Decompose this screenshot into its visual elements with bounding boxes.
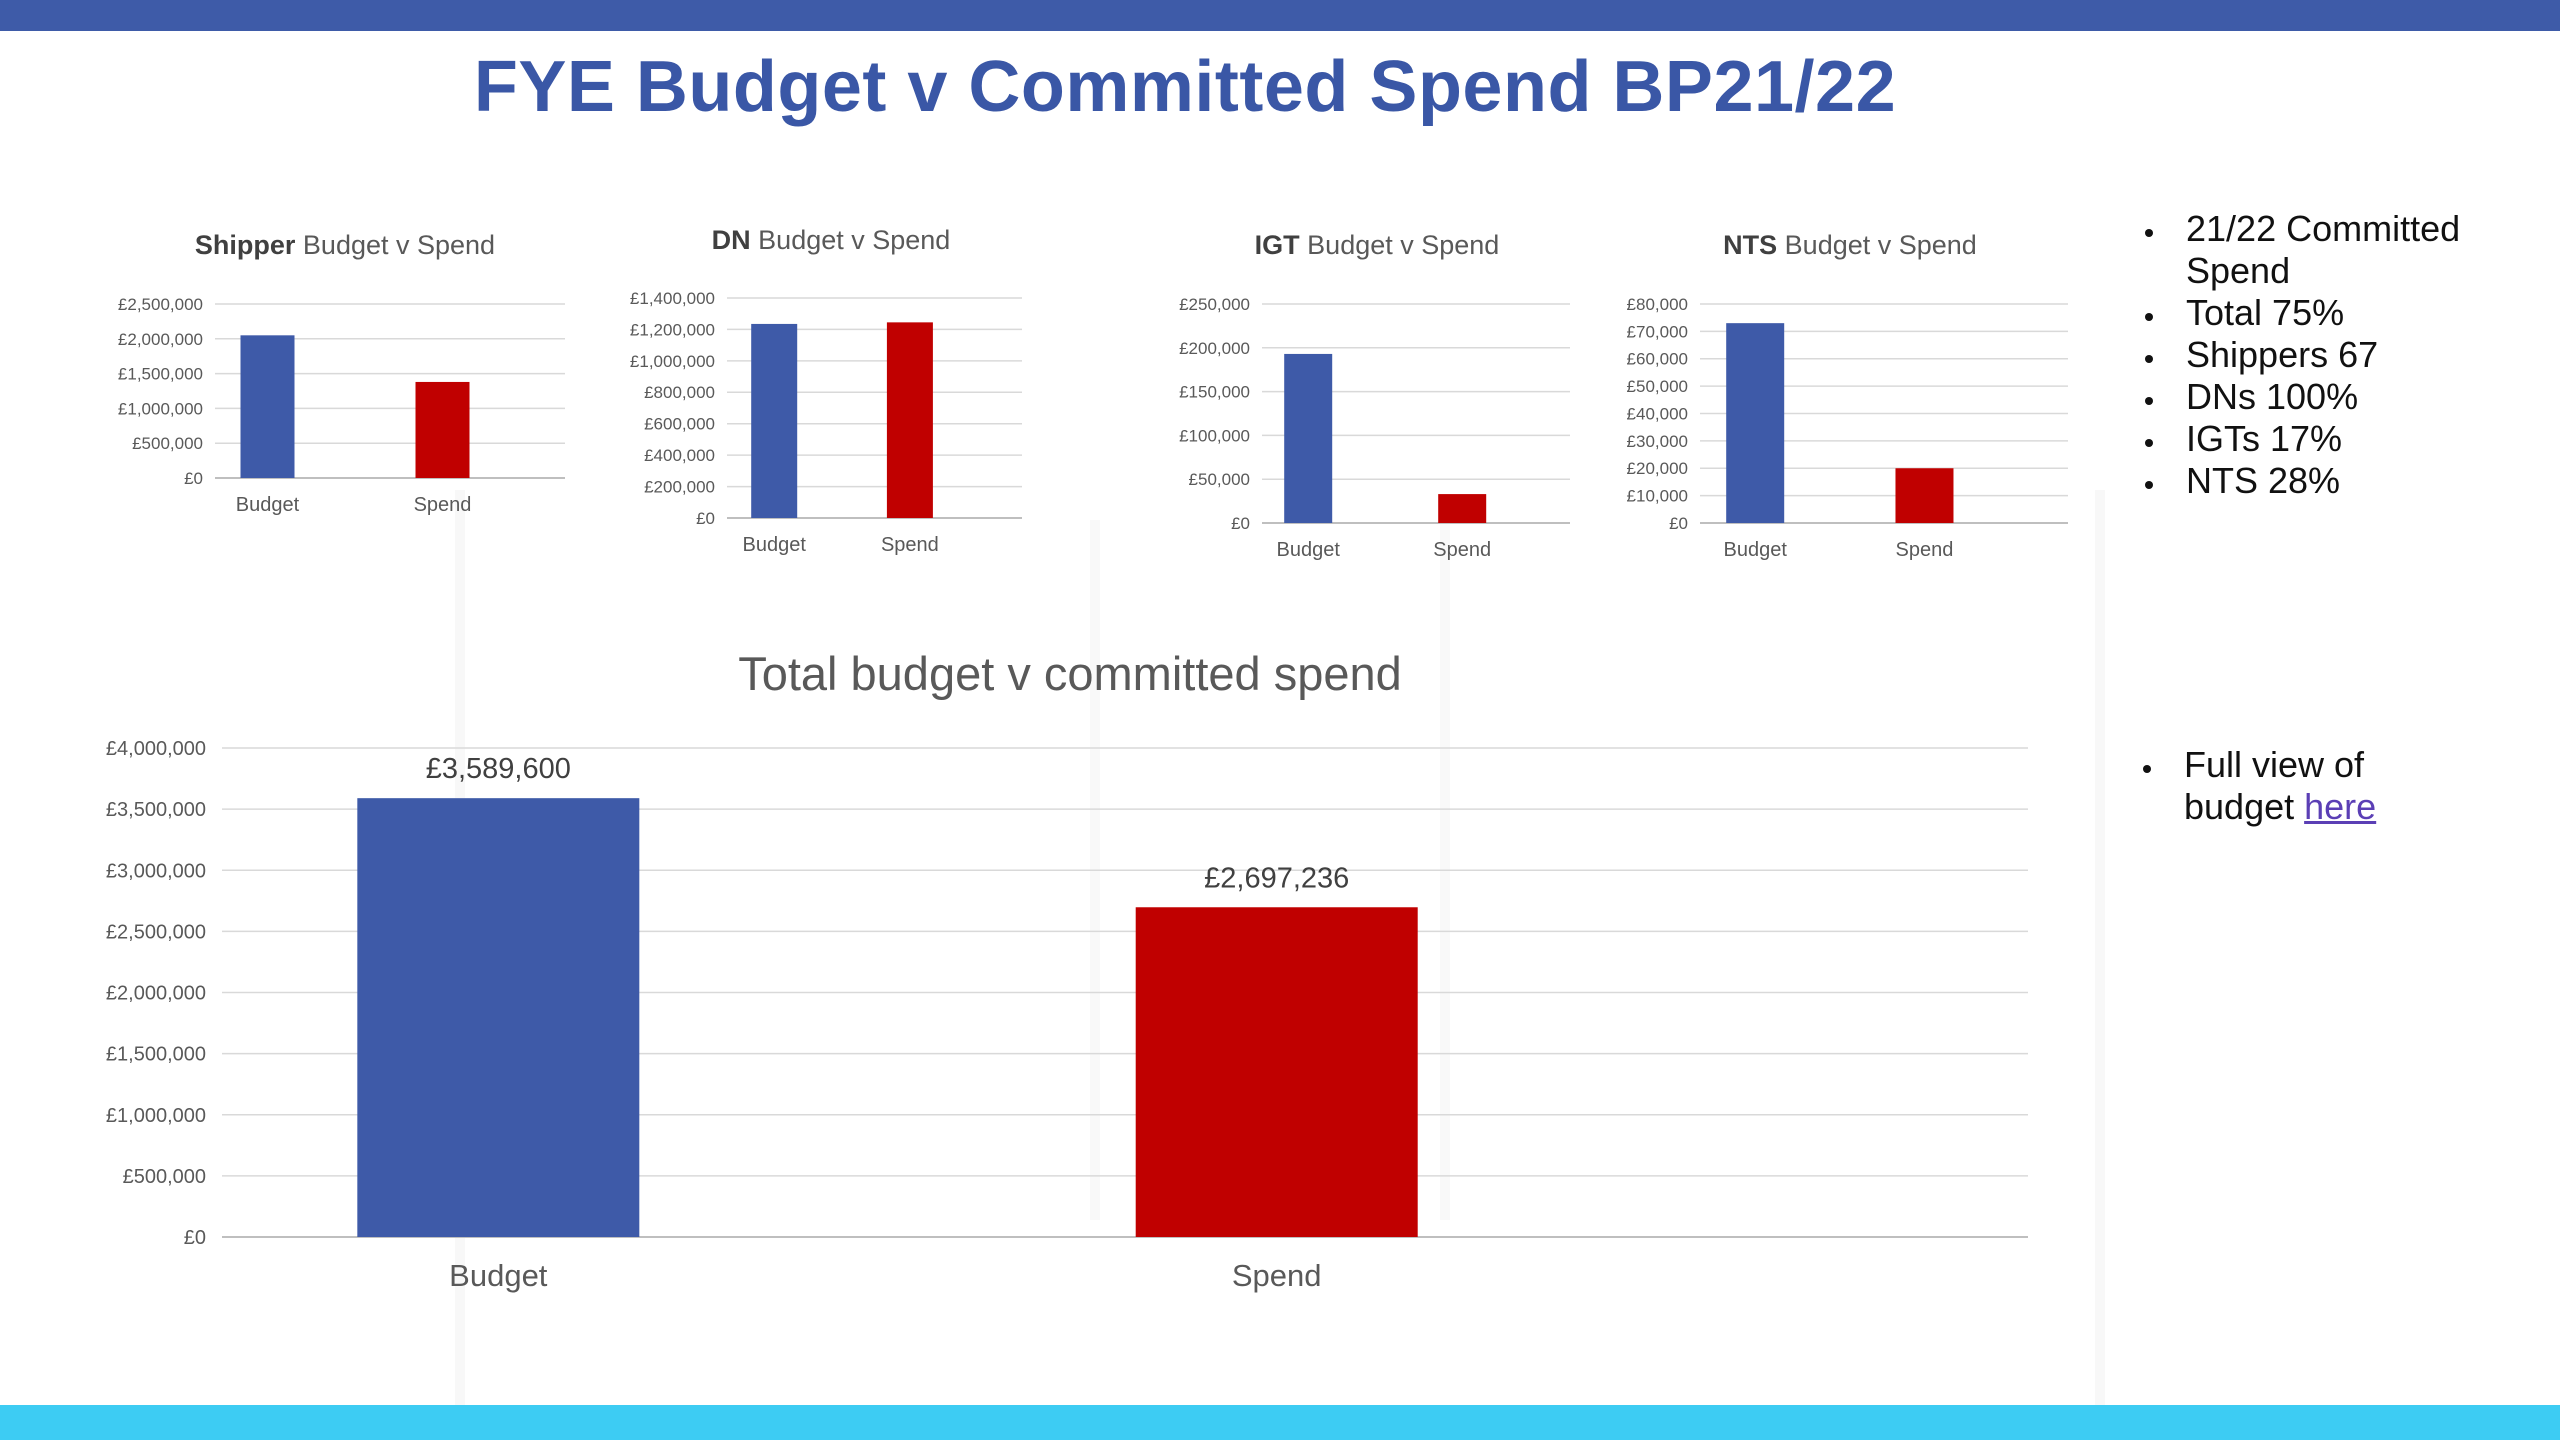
igt-y-tick-label: £100,000 (1179, 426, 1250, 445)
nts-bar-spend (1895, 468, 1954, 523)
nts-y-tick-label: £70,000 (1627, 322, 1688, 341)
total-bar-budget (357, 798, 640, 1237)
nts-y-tick-label: £40,000 (1627, 404, 1688, 423)
dn-y-tick-label: £1,000,000 (630, 352, 715, 371)
igt-chart-title-bold: IGT (1255, 230, 1301, 260)
total-data-label: £2,697,236 (1204, 862, 1349, 894)
shipper-chart-title: Shipper Budget v Spend (195, 230, 495, 260)
dn-y-tick-label: £0 (696, 509, 715, 528)
igt-x-category-label: Budget (1277, 539, 1341, 561)
shipper-y-tick-label: £500,000 (132, 434, 203, 453)
igt-x-category-label: Spend (1433, 539, 1491, 561)
nts-x-category-label: Budget (1724, 539, 1788, 561)
summary-bullet: Total 75% (2168, 292, 2540, 334)
dn-bar-budget (751, 323, 798, 518)
nts-y-tick-label: £80,000 (1627, 295, 1688, 314)
dn-y-tick-label: £600,000 (644, 415, 715, 434)
budget-link-bullets: Full view of budget here (2118, 744, 2418, 828)
dn-y-tick-label: £400,000 (644, 446, 715, 465)
igt-y-tick-label: £0 (1231, 514, 1250, 533)
total-y-tick-label: £2,500,000 (106, 921, 206, 943)
shipper-x-category-label: Spend (414, 494, 472, 516)
dn-chart-title-bold: DN (712, 225, 751, 255)
nts-chart-title-text: Budget v Spend (1777, 230, 1977, 260)
slide-title: FYE Budget v Committed Spend BP21/22 (473, 47, 1897, 127)
shipper-y-tick-label: £2,500,000 (118, 295, 203, 314)
summary-bullet: NTS 28% (2168, 460, 2540, 502)
shipper-bar-budget (240, 335, 295, 478)
dn-y-tick-label: £800,000 (644, 383, 715, 402)
shipper-x-category-label: Budget (236, 494, 300, 516)
total-y-tick-label: £1,500,000 (106, 1044, 206, 1066)
dn-x-category-label: Spend (881, 534, 939, 556)
nts-y-tick-label: £30,000 (1627, 432, 1688, 451)
summary-bullet: IGTs 17% (2168, 418, 2540, 460)
bottom-accent-bar (0, 1405, 2560, 1440)
total-data-label: £3,589,600 (426, 753, 571, 785)
nts-x-category-label: Spend (1896, 539, 1954, 561)
igt-y-tick-label: £50,000 (1189, 470, 1250, 489)
total-x-category-label: Spend (1232, 1258, 1322, 1293)
summary-bullet: 21/22 Committed Spend (2168, 208, 2540, 292)
dn-y-tick-label: £1,200,000 (630, 320, 715, 339)
nts-y-tick-label: £0 (1669, 514, 1688, 533)
full-view-text: Full view of budget (2184, 744, 2365, 827)
total-bar-spend (1135, 907, 1418, 1237)
budget-link[interactable]: here (2304, 786, 2377, 827)
total-y-tick-label: £3,000,000 (106, 860, 206, 882)
shipper-y-tick-label: £1,000,000 (118, 399, 203, 418)
nts-y-tick-label: £50,000 (1627, 377, 1688, 396)
total-chart-title-text: Total budget v committed spend (738, 647, 1402, 700)
total-y-tick-label: £0 (184, 1227, 206, 1249)
total-y-tick-label: £2,000,000 (106, 983, 206, 1005)
dn-y-tick-label: £1,400,000 (630, 289, 715, 308)
full-view-bullet: Full view of budget here (2166, 744, 2418, 828)
shipper-y-tick-label: £0 (184, 469, 203, 488)
top-accent-bar (0, 0, 2560, 31)
shipper-bar-spend (415, 381, 470, 478)
shipper-y-tick-label: £1,500,000 (118, 365, 203, 384)
dn-x-category-label: Budget (743, 534, 807, 556)
dn-chart-title-text: Budget v Spend (751, 225, 951, 255)
shipper-y-tick-label: £2,000,000 (118, 330, 203, 349)
summary-bullet: DNs 100% (2168, 376, 2540, 418)
summary-bullet: Shippers 67 (2168, 334, 2540, 376)
nts-chart-title-bold: NTS (1723, 230, 1777, 260)
igt-y-tick-label: £250,000 (1179, 295, 1250, 314)
igt-chart-title-text: Budget v Spend (1300, 230, 1500, 260)
shipper-chart-title-text: Budget v Spend (295, 230, 495, 260)
total-chart-title: Total budget v committed spend (738, 647, 1402, 700)
dn-y-tick-label: £200,000 (644, 478, 715, 497)
igt-bar-budget (1284, 353, 1333, 523)
nts-y-tick-label: £10,000 (1627, 487, 1688, 506)
nts-chart-title: NTS Budget v Spend (1723, 230, 1977, 260)
total-y-tick-label: £500,000 (123, 1166, 206, 1188)
dn-bar-spend (886, 322, 933, 518)
nts-y-tick-label: £20,000 (1627, 459, 1688, 478)
total-y-tick-label: £1,000,000 (106, 1105, 206, 1127)
shipper-chart-title-bold: Shipper (195, 230, 296, 260)
dn-chart-title: DN Budget v Spend (712, 225, 951, 255)
total-y-tick-label: £4,000,000 (106, 738, 206, 760)
total-x-category-label: Budget (449, 1258, 548, 1293)
nts-y-tick-label: £60,000 (1627, 350, 1688, 369)
igt-chart-title: IGT Budget v Spend (1255, 230, 1500, 260)
igt-y-tick-label: £200,000 (1179, 339, 1250, 358)
igt-bar-spend (1438, 494, 1487, 523)
nts-bar-budget (1726, 323, 1785, 523)
total-y-tick-label: £3,500,000 (106, 799, 206, 821)
igt-y-tick-label: £150,000 (1179, 383, 1250, 402)
